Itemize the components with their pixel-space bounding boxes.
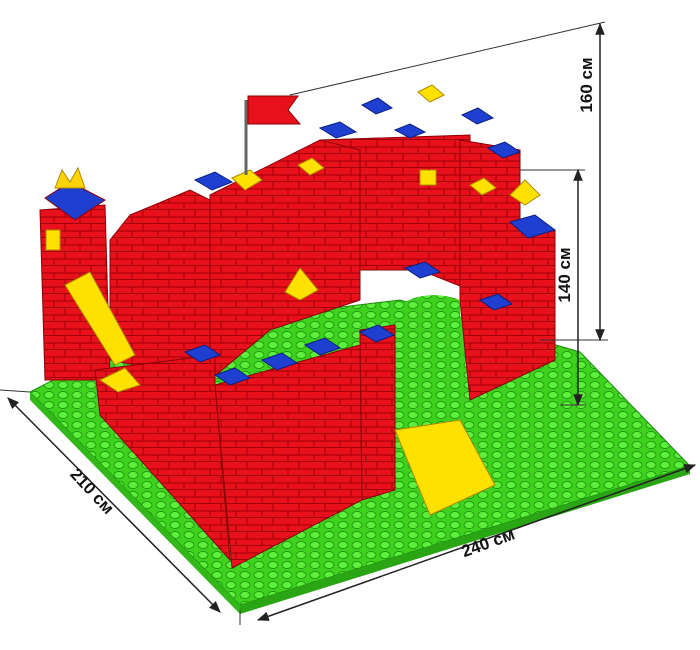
dimension-label: 140 см <box>555 247 574 302</box>
dimension-label: 160 см <box>577 57 596 112</box>
